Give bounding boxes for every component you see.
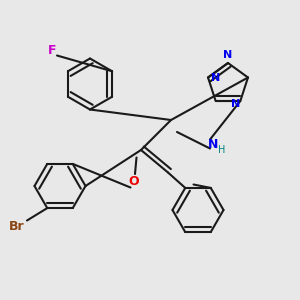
- Text: N: N: [231, 99, 241, 109]
- Text: H: H: [218, 145, 226, 155]
- Text: N: N: [208, 137, 218, 151]
- Text: F: F: [48, 44, 57, 58]
- Text: Br: Br: [9, 220, 24, 233]
- Text: N: N: [224, 50, 232, 61]
- Text: O: O: [128, 175, 139, 188]
- Text: N: N: [211, 73, 220, 82]
